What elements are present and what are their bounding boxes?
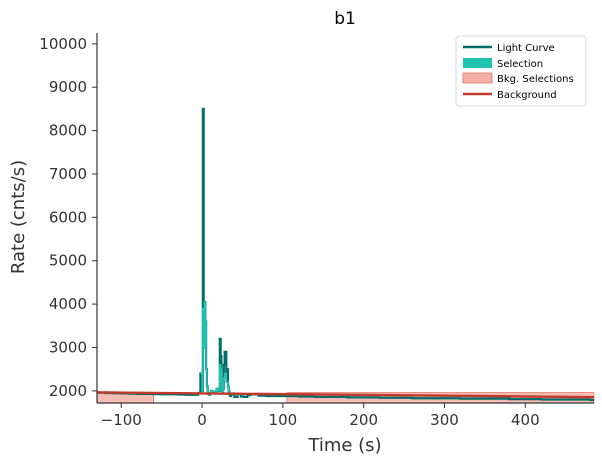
legend-swatch-selection [463,58,492,68]
series-lines [96,107,595,402]
series-selection [200,301,231,396]
legend-label-light-curve: Light Curve [497,43,555,54]
y-tick-label: 2000 [49,382,87,400]
y-tick-label: 3000 [49,338,87,356]
legend-label-background: Background [497,90,557,101]
x-axis-title: Time (s) [307,435,381,456]
y-tick-label: 6000 [49,208,87,226]
y-tick-label: 10000 [39,35,87,53]
legend-swatch-bkg-selections [462,72,493,84]
legend-label-bkg-selections: Bkg. Selections [497,74,574,85]
x-tick-label: 100 [269,411,298,429]
x-tick-label: −100 [101,411,142,429]
series-background [96,391,595,399]
x-tick-label: 200 [349,411,378,429]
y-axis-ticks: 2000 3000 4000 5000 6000 7000 8000 9000 10000 [39,35,97,400]
y-tick-label: 9000 [49,78,87,96]
legend: Light Curve Selection Bkg. Selections Ba… [455,35,587,107]
y-tick-label: 4000 [49,295,87,313]
legend-frame [455,35,587,107]
x-tick-label: 400 [511,411,540,429]
x-tick-label: 0 [197,411,207,429]
y-axis-title: Rate (cnts/s) [8,160,29,274]
x-axis-ticks: −100 0 100 200 300 400 [101,403,540,429]
axes: −100 0 100 200 300 400 2000 3000 4000 5000 6000 70… [39,33,594,429]
y-tick-label: 7000 [49,165,87,183]
y-tick-label: 5000 [49,252,87,270]
x-tick-label: 300 [430,411,459,429]
legend-label-selection: Selection [497,59,543,70]
y-tick-label: 8000 [49,122,87,140]
chart-title: b1 [334,9,356,29]
plot-area [96,107,595,404]
